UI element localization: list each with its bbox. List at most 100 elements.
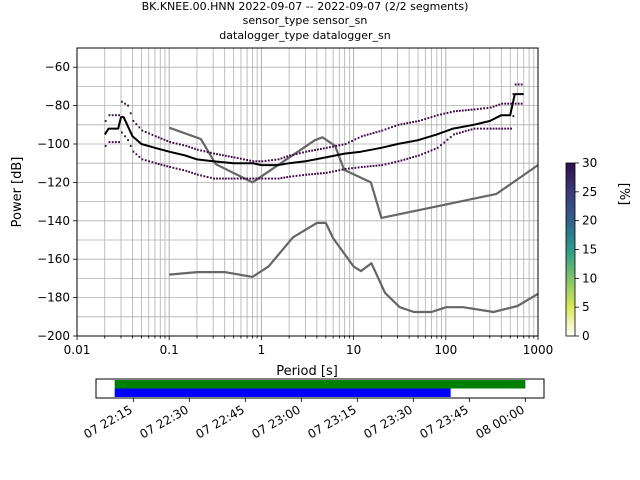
percentile-mark — [495, 127, 498, 130]
percentile-mark — [118, 141, 121, 144]
percentile-mark — [369, 165, 372, 168]
y-axis-label: Power [dB] — [10, 157, 25, 228]
percentile-mark — [227, 177, 230, 180]
percentile-mark — [172, 141, 175, 144]
percentile-mark — [157, 162, 160, 165]
percentile-mark — [510, 102, 513, 105]
percentile-mark — [325, 146, 328, 149]
percentile-mark — [335, 169, 338, 172]
timeline-tick-label: 07 23:00 — [249, 402, 302, 441]
percentile-mark — [372, 164, 375, 167]
percentile-mark — [357, 166, 360, 169]
percentile-mark — [486, 106, 489, 109]
x-tick-label: 100 — [434, 343, 457, 357]
percentile-mark — [335, 144, 338, 147]
percentile-mark — [384, 128, 387, 131]
percentile-mark — [178, 168, 181, 171]
percentile-mark — [178, 143, 181, 146]
percentile-mark — [341, 143, 344, 146]
percentile-mark — [258, 160, 261, 163]
colorbar-tick-label: 25 — [582, 185, 597, 199]
percentile-mark — [415, 155, 417, 158]
percentile-mark — [289, 175, 291, 178]
percentile-mark — [213, 152, 215, 155]
percentile-mark — [520, 102, 523, 105]
percentile-mark — [219, 153, 221, 156]
percentile-mark — [512, 115, 515, 118]
colorbar: 0 5 10 15 20 25 30 [%] — [565, 156, 631, 343]
timeline-tick-label: 07 22:15 — [81, 402, 134, 441]
percentile-mark — [492, 127, 495, 130]
percentile-mark — [104, 144, 107, 147]
percentile-mark — [209, 176, 212, 179]
percentile-mark — [144, 131, 147, 133]
percentile-mark — [394, 161, 397, 164]
timeline-tick-label: 08 00:00 — [473, 402, 526, 441]
percentile-mark — [305, 173, 308, 176]
percentile-mark — [378, 164, 381, 167]
percentile-mark — [433, 115, 436, 118]
percentile-mark — [341, 168, 344, 171]
data-coverage-bar — [114, 380, 526, 389]
percentile-mark — [369, 132, 372, 135]
percentile-mark — [224, 177, 227, 180]
colorbar-tick-label: 0 — [582, 329, 590, 343]
percentile-mark — [473, 127, 476, 130]
percentile-mark — [295, 174, 298, 177]
percentile-mark — [203, 175, 206, 178]
percentile-mark — [216, 153, 218, 156]
percentile-mark — [104, 119, 107, 122]
percentile-mark — [409, 156, 412, 159]
percentile-mark — [424, 151, 427, 154]
nhnm-line — [168, 126, 539, 219]
percentile-mark — [406, 122, 409, 125]
percentile-mark — [108, 114, 111, 117]
timeline-tick-label: 07 23:15 — [305, 402, 358, 441]
colorbar-tick-label: 5 — [582, 300, 590, 314]
y-tick-label: −100 — [37, 137, 70, 151]
percentile-mark — [467, 108, 470, 111]
percentile-mark — [427, 117, 430, 120]
percentile-mark — [464, 130, 467, 133]
mode-line — [103, 93, 524, 167]
percentile-mark — [322, 147, 325, 150]
percentile-mark — [280, 177, 283, 180]
percentile-mark — [274, 158, 277, 161]
percentile-mark — [397, 123, 400, 126]
percentile-mark — [320, 147, 322, 150]
timeline-tick-label: 07 23:45 — [417, 402, 470, 441]
percentile-mark — [344, 167, 347, 170]
percentile-mark — [332, 170, 334, 173]
percentile-mark — [338, 169, 341, 172]
percentile-mark — [188, 145, 191, 148]
percentile-mark — [489, 106, 492, 109]
percentile-mark — [403, 122, 406, 125]
percentile-mark — [436, 146, 439, 149]
percentile-mark — [415, 120, 417, 123]
percentile-mark — [172, 166, 175, 169]
percentile-mark — [271, 159, 273, 162]
y-tick-label: −80 — [45, 99, 70, 113]
plot-background — [77, 48, 538, 336]
nlnm-line — [169, 221, 539, 314]
percentile-mark — [366, 165, 369, 168]
percentile-mark — [233, 177, 236, 180]
percentile-mark — [418, 154, 420, 157]
percentile-mark — [249, 159, 252, 162]
percentile-mark — [169, 141, 171, 144]
percentile-mark — [289, 154, 291, 157]
percentile-mark — [271, 177, 273, 180]
percentile-mark — [175, 142, 178, 145]
percentile-mark — [148, 132, 150, 135]
percentile-mark — [498, 103, 501, 106]
percentile-mark — [182, 144, 184, 147]
percentile-mark — [363, 165, 366, 168]
percentile-mark — [138, 126, 141, 129]
percentile-mark — [194, 172, 196, 175]
percentile-mark — [446, 138, 449, 141]
percentile-mark — [252, 160, 255, 163]
percentile-mark — [387, 162, 390, 165]
chart-title-line-3: datalogger_type datalogger_sn — [219, 29, 390, 42]
percentile-mark — [166, 139, 169, 142]
percentile-mark — [514, 102, 517, 105]
